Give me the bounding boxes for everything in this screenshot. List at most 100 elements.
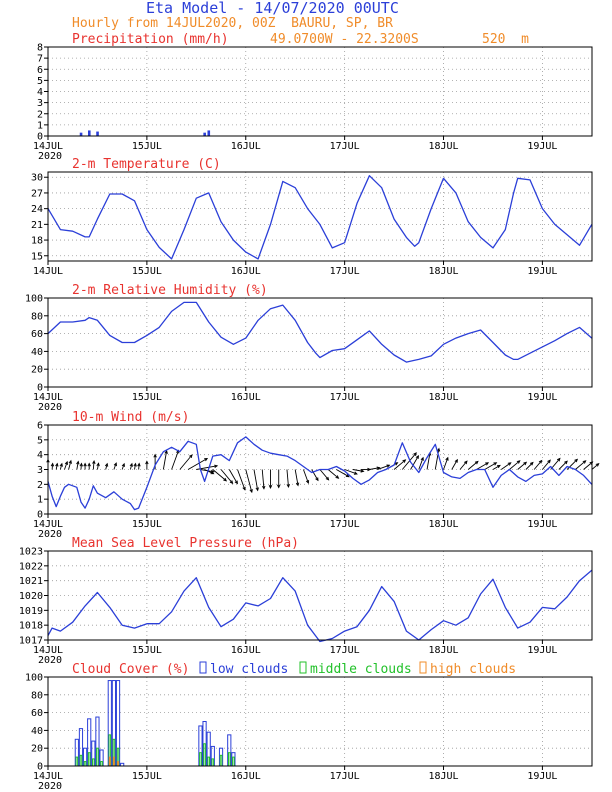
precipitation-bar bbox=[96, 131, 99, 136]
wind-arrow-head bbox=[305, 480, 310, 485]
chart-panel-6: 0 20 40 60 80 100 14JUL2020 15JUL 16JUL 17JUL 18JU… bbox=[25, 661, 593, 792]
y-tick-label: 40 bbox=[31, 726, 43, 737]
middle-cloud-bar bbox=[75, 756, 79, 767]
legend-swatch bbox=[419, 661, 427, 674]
chart-panel-2: 15 18 21 24 27 30 14JUL 15JUL 16JUL 17JUL 18JUL 19J… bbox=[31, 157, 593, 277]
wind-arrow-head bbox=[137, 462, 141, 467]
x-tick-label: 17JUL bbox=[330, 141, 360, 152]
x-tick-label: 18JUL bbox=[428, 266, 458, 277]
wind-arrow-head bbox=[55, 462, 59, 467]
plot-frame bbox=[47, 171, 593, 262]
wind-arrow bbox=[484, 462, 497, 470]
x-tick-label: 14JUL bbox=[33, 519, 63, 530]
wind-arrow bbox=[336, 469, 350, 478]
wind-arrow-head bbox=[64, 460, 69, 465]
wind-arrow-head bbox=[113, 462, 117, 467]
x-tick-label: 19JUL bbox=[527, 519, 557, 530]
y-tick-label: 80 bbox=[31, 311, 43, 322]
wind-arrow-head bbox=[59, 462, 63, 467]
wind-arrow bbox=[187, 458, 208, 470]
series-line bbox=[47, 436, 593, 511]
wind-arrow bbox=[410, 455, 419, 470]
wind-arrow-head bbox=[83, 462, 87, 467]
wind-arrow-head bbox=[234, 480, 238, 485]
x-tick-label: 18JUL bbox=[428, 519, 458, 530]
wind-arrow-head bbox=[582, 460, 587, 464]
wind-arrow-head bbox=[286, 484, 290, 489]
wind-arrow-head bbox=[242, 486, 246, 491]
x-tick-label: 19JUL bbox=[527, 392, 557, 403]
x-tick-label: 18JUL bbox=[428, 645, 458, 656]
y-tick-label: 2 bbox=[37, 480, 43, 491]
y-tick-label: 6 bbox=[37, 421, 43, 432]
wind-arrow bbox=[64, 461, 68, 470]
wind-arrow-head bbox=[92, 459, 96, 464]
wind-arrow bbox=[237, 469, 246, 490]
wind-arrow bbox=[294, 469, 299, 486]
y-tick-label: 3 bbox=[37, 98, 43, 109]
wind-arrow-head bbox=[496, 464, 501, 469]
wind-arrow-head bbox=[295, 482, 300, 487]
wind-arrow-head bbox=[485, 462, 490, 466]
wind-arrow-head bbox=[464, 460, 468, 465]
x-year-label: 2020 bbox=[38, 529, 62, 540]
wind-arrow bbox=[418, 457, 424, 470]
high-cloud-bar bbox=[108, 756, 111, 767]
y-tick-label: 60 bbox=[31, 329, 43, 340]
wind-arrow-head bbox=[360, 469, 365, 473]
wind-arrow-head bbox=[164, 449, 168, 454]
y-tick-label: 0 bbox=[37, 762, 43, 773]
middle-cloud-bar bbox=[96, 747, 99, 767]
chart-panel-4: 0 1 2 3 4 5 6 14JUL2020 15JUL 16JUL 17JUL 18JUL 19JU… bbox=[33, 410, 600, 540]
wind-arrow-head bbox=[277, 484, 281, 489]
x-tick-label: 18JUL bbox=[428, 392, 458, 403]
wind-arrow bbox=[459, 460, 468, 470]
wind-arrow bbox=[542, 459, 551, 470]
series-line bbox=[47, 301, 593, 363]
wind-arrow bbox=[261, 469, 265, 489]
x-tick-label: 15JUL bbox=[132, 771, 162, 782]
wind-arrow bbox=[533, 460, 543, 470]
x-tick-label: 16JUL bbox=[231, 771, 261, 782]
high-cloud-bar bbox=[117, 761, 119, 767]
y-tick-label: 1 bbox=[37, 120, 43, 131]
wind-arrow-head bbox=[507, 462, 512, 466]
station-location: 49.0700W - 22.3200S bbox=[270, 32, 419, 47]
wind-arrow bbox=[220, 469, 233, 484]
wind-arrow-head bbox=[415, 454, 419, 459]
wind-arrow bbox=[434, 448, 440, 470]
x-tick-label: 15JUL bbox=[132, 266, 162, 277]
wind-arrow-head bbox=[413, 452, 417, 456]
wind-arrow-head bbox=[376, 466, 381, 470]
wind-arrow-head bbox=[145, 460, 149, 465]
wind-arrow-head bbox=[529, 461, 534, 466]
wind-arrow bbox=[212, 469, 227, 482]
wind-arrow-head bbox=[556, 457, 561, 462]
legend-swatch bbox=[299, 661, 307, 674]
wind-arrow-head bbox=[345, 473, 350, 478]
wind-arrow bbox=[113, 463, 117, 470]
x-tick-label: 14JUL bbox=[33, 392, 63, 403]
wind-arrow bbox=[179, 454, 193, 470]
wind-arrow bbox=[162, 450, 168, 470]
y-tick-label: 1022 bbox=[19, 561, 43, 572]
wind-arrow bbox=[443, 457, 449, 470]
legend-swatch bbox=[199, 661, 207, 674]
x-tick-label: 17JUL bbox=[330, 266, 360, 277]
panel-title: 10-m Wind (m/s) bbox=[72, 410, 189, 425]
x-year-label: 2020 bbox=[38, 151, 62, 162]
wind-arrow-head bbox=[547, 459, 551, 464]
y-tick-label: 15 bbox=[31, 251, 43, 262]
wind-arrow bbox=[253, 469, 259, 491]
chart-panel-5: 1017 1018 1019 1020 1021 1022 1023 14JUL2020 15J… bbox=[19, 536, 593, 666]
wind-arrow-head bbox=[255, 487, 259, 492]
station-elevation: 520 m bbox=[482, 32, 529, 47]
chart-subtitle: Hourly from 14JUL2020, 00Z BAURU, SP, BR bbox=[72, 16, 393, 31]
y-tick-label: 4 bbox=[37, 450, 43, 461]
wind-arrow-head bbox=[564, 460, 568, 465]
y-tick-label: 8 bbox=[37, 43, 43, 54]
y-tick-label: 100 bbox=[25, 673, 43, 684]
middle-cloud-bar bbox=[100, 761, 103, 767]
x-tick-label: 16JUL bbox=[231, 519, 261, 530]
wind-arrow-head bbox=[574, 458, 579, 463]
